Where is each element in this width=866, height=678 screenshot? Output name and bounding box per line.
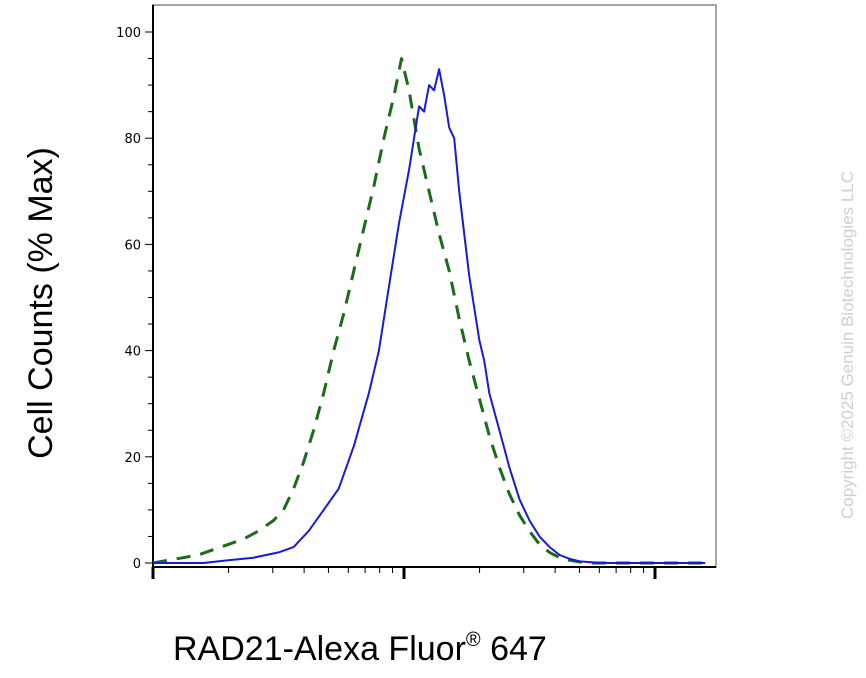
y-tick-label: 20 <box>124 451 141 466</box>
x-axis <box>151 567 657 579</box>
x-axis-label: RAD21-Alexa Fluor® 647 <box>173 629 547 668</box>
series-layer <box>152 57 706 565</box>
control-histogram-line <box>152 57 706 565</box>
y-tick-label: 60 <box>124 238 141 253</box>
copyright-watermark: Copyright ©2025 Genuin Biotechnologies L… <box>838 171 857 519</box>
sample-histogram-line <box>153 68 706 564</box>
y-tick-label: 100 <box>116 26 141 41</box>
y-tick-label: 40 <box>124 345 141 360</box>
y-axis-label: Cell Counts (% Max) <box>22 147 60 459</box>
y-axis: 0 20 40 60 80 100 <box>116 26 153 572</box>
plot-frame <box>152 4 717 568</box>
y-tick-label: 80 <box>124 132 141 147</box>
x-axis-label-superscript: ® <box>466 629 481 651</box>
y-tick-label: 0 <box>133 557 141 572</box>
x-axis-label-main: RAD21-Alexa Fluor <box>173 630 466 668</box>
x-axis-label-suffix: 647 <box>481 630 547 668</box>
